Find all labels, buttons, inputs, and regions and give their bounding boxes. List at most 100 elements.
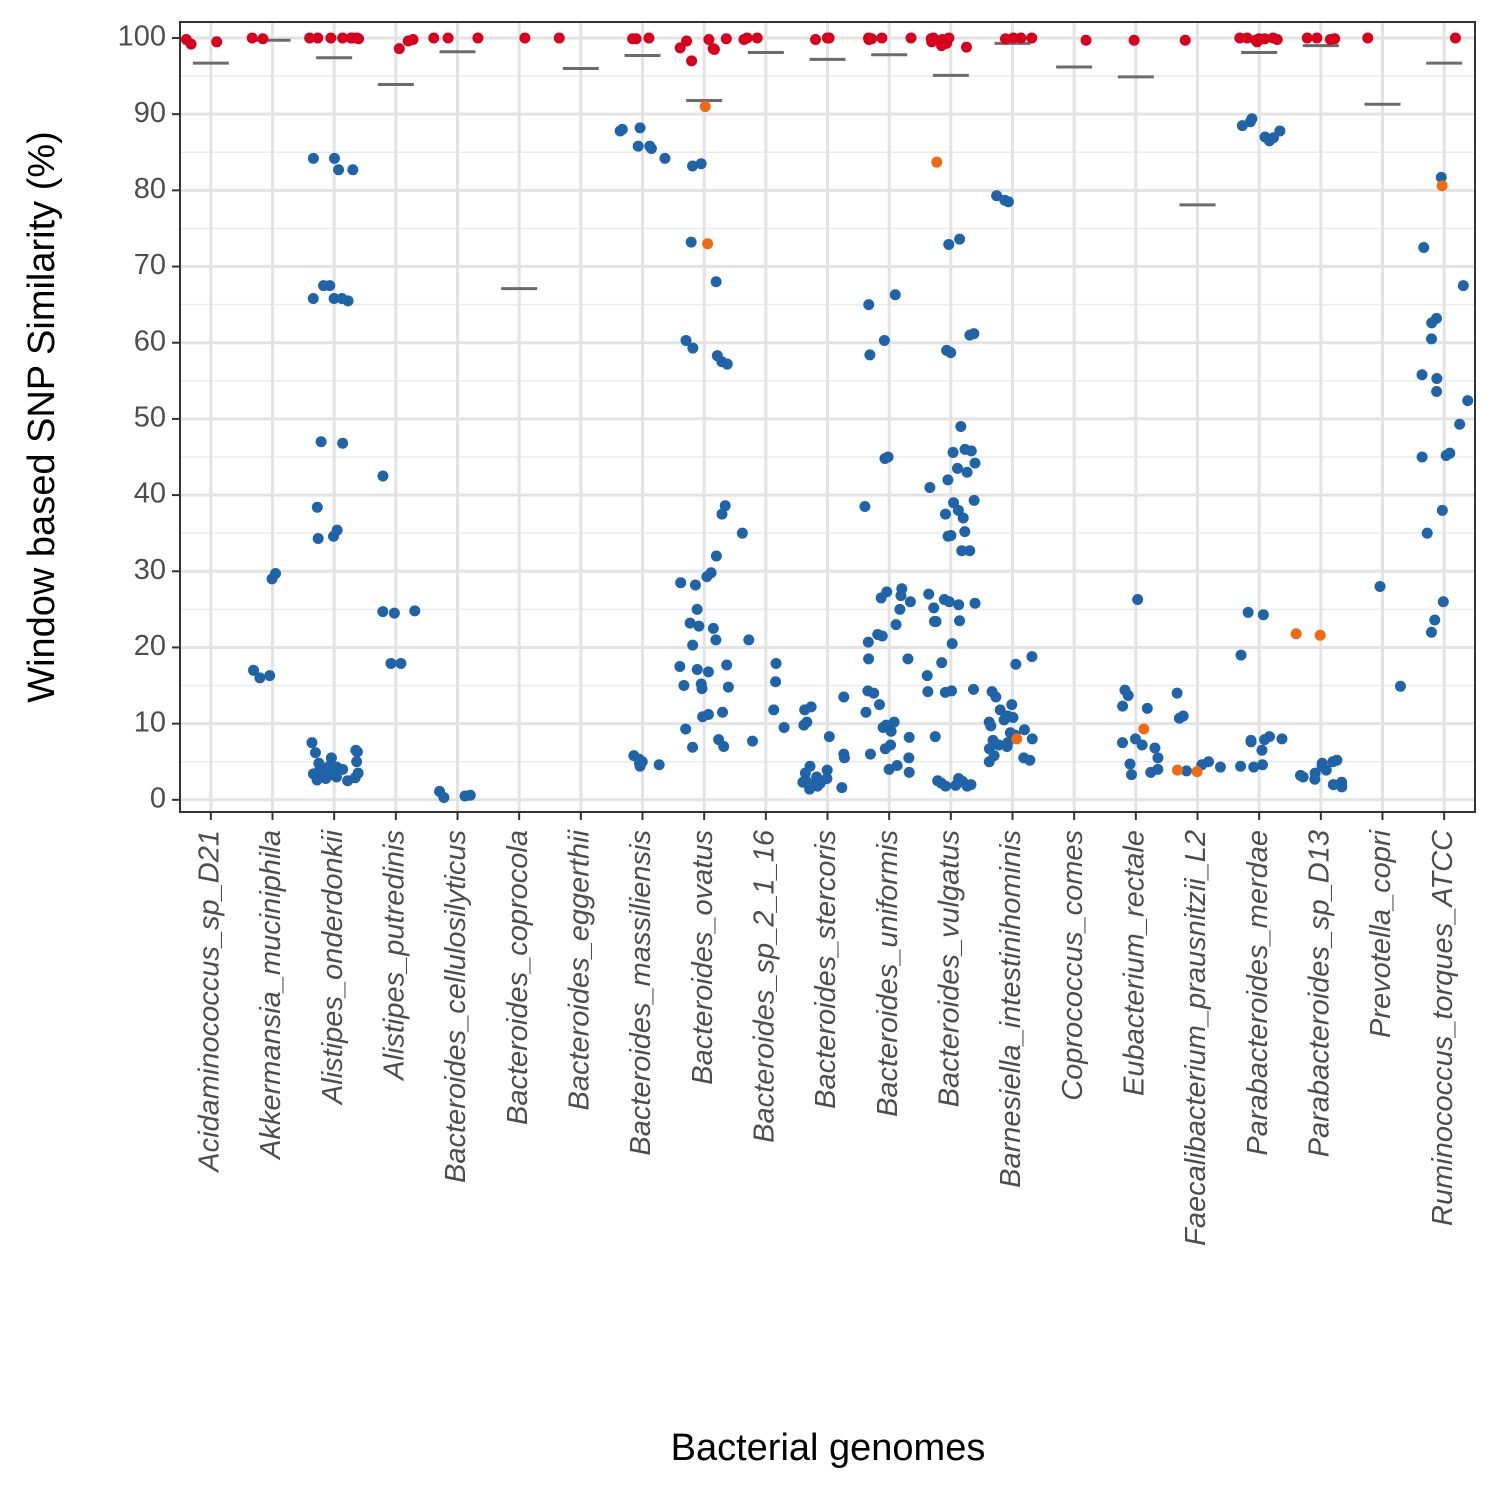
point — [747, 735, 759, 747]
x-tick-label: Alistipes_putredinis — [378, 830, 410, 1082]
point — [1301, 32, 1313, 44]
x-tick-label: Acidaminococcus_sp_D21 — [193, 830, 225, 1174]
point — [703, 34, 715, 46]
point — [798, 719, 810, 731]
point — [965, 445, 977, 457]
point — [1454, 418, 1466, 430]
point — [691, 664, 703, 676]
point — [954, 233, 966, 245]
point — [353, 33, 365, 45]
point — [1171, 764, 1183, 776]
point — [1320, 764, 1332, 776]
point — [1149, 742, 1161, 754]
point — [799, 704, 811, 716]
point — [999, 33, 1011, 45]
point — [254, 672, 266, 684]
point — [942, 530, 954, 542]
point — [1173, 712, 1185, 724]
point — [328, 530, 340, 542]
point — [1290, 628, 1302, 640]
point — [1257, 609, 1269, 621]
point — [968, 683, 980, 695]
y-tick-label: 50 — [134, 402, 166, 434]
point — [1394, 680, 1406, 692]
x-tick-label: Bacteroides_cellulosilyticus — [440, 830, 472, 1183]
point — [1418, 241, 1430, 253]
point — [969, 597, 981, 609]
y-tick-label: 20 — [134, 630, 166, 662]
point — [810, 34, 822, 46]
point — [1426, 317, 1438, 329]
point — [680, 723, 692, 735]
point — [968, 494, 980, 506]
point — [943, 596, 955, 608]
point — [722, 681, 734, 693]
y-axis-title: Window based SNP Similarity (%) — [21, 131, 63, 703]
point — [1235, 760, 1247, 772]
point — [687, 160, 699, 172]
point — [931, 156, 943, 168]
point — [684, 617, 696, 629]
point — [643, 32, 655, 44]
point — [1015, 32, 1027, 44]
point — [1309, 773, 1321, 785]
point — [1271, 34, 1283, 46]
point — [248, 664, 260, 676]
point — [947, 446, 959, 458]
point — [1191, 766, 1203, 778]
point — [1256, 744, 1268, 756]
point — [721, 659, 733, 671]
point — [1236, 120, 1248, 132]
point — [1436, 504, 1448, 516]
point — [634, 760, 646, 772]
point — [1276, 733, 1288, 745]
point — [428, 32, 440, 44]
point — [956, 545, 968, 557]
point — [674, 660, 686, 672]
x-tick-label: Ruminococcus_torques_ATCC — [1427, 829, 1459, 1226]
point — [315, 436, 327, 448]
point — [1001, 740, 1013, 752]
point — [675, 577, 687, 589]
point — [717, 706, 729, 718]
point — [678, 680, 690, 692]
point — [960, 41, 972, 53]
point — [1311, 32, 1323, 44]
point — [778, 721, 790, 733]
point — [768, 704, 780, 716]
point — [1122, 689, 1134, 701]
point — [385, 657, 397, 669]
point — [1314, 629, 1326, 641]
point — [904, 596, 916, 608]
point — [312, 533, 324, 545]
point — [1245, 736, 1257, 748]
x-tick-label: Bacteroides_sp_2_1_16 — [748, 829, 780, 1143]
point — [687, 639, 699, 651]
x-tick-label: Akkermansia_muciniphila — [255, 830, 287, 1161]
point — [823, 32, 835, 44]
point — [1010, 658, 1022, 670]
point — [875, 592, 887, 604]
point — [821, 764, 833, 776]
point — [864, 349, 876, 361]
point — [1125, 769, 1137, 781]
point — [903, 731, 915, 743]
point — [1242, 606, 1254, 618]
point — [1431, 385, 1443, 397]
point — [863, 653, 875, 665]
point — [1362, 32, 1374, 44]
point — [1374, 581, 1386, 593]
point — [940, 780, 952, 792]
point — [1124, 758, 1136, 770]
point — [954, 615, 966, 627]
point — [983, 756, 995, 768]
point — [925, 33, 937, 45]
point — [1180, 765, 1192, 777]
point — [952, 462, 964, 474]
point — [1007, 712, 1019, 724]
point — [1327, 756, 1339, 768]
point — [653, 759, 665, 771]
point — [922, 686, 934, 698]
x-tick-label: Bacteroides_ovatus — [687, 830, 719, 1085]
point — [939, 686, 951, 698]
